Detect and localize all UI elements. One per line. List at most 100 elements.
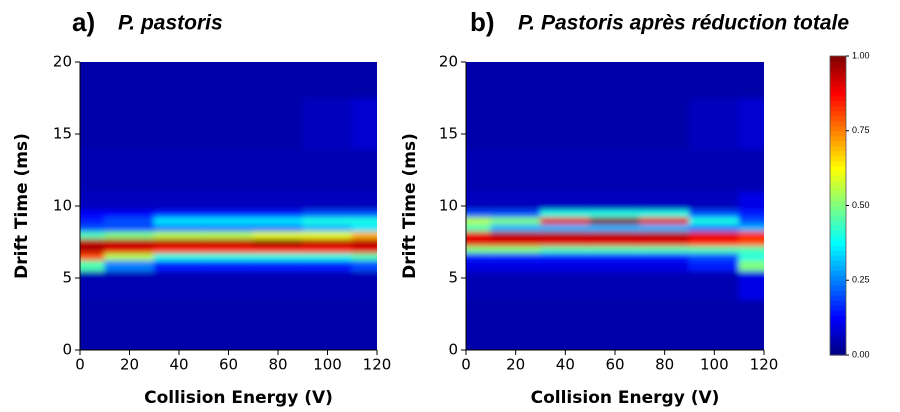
heatmap-cell bbox=[203, 299, 254, 350]
heatmap-cell bbox=[540, 191, 591, 211]
colorbar-segment bbox=[830, 300, 846, 306]
colorbar-segment bbox=[830, 295, 846, 301]
heatmap-cell bbox=[589, 147, 641, 193]
heatmap-cell bbox=[490, 230, 541, 239]
colorbar-segment bbox=[830, 80, 846, 87]
heatmap-cell bbox=[80, 299, 106, 350]
y-tick-label: 5 bbox=[62, 269, 72, 287]
heatmap-cell bbox=[689, 230, 740, 239]
heatmap-cell bbox=[203, 62, 254, 99]
colorbar-segment bbox=[830, 170, 846, 177]
colorbar-segment bbox=[830, 250, 846, 256]
heatmap-cell bbox=[639, 252, 690, 261]
heatmap-cell bbox=[540, 237, 591, 247]
heatmap-cell bbox=[639, 237, 690, 247]
heatmap-cell bbox=[252, 223, 304, 232]
heatmap-cell bbox=[80, 147, 106, 193]
heatmap-cell bbox=[689, 237, 740, 247]
heatmap-cell bbox=[738, 270, 764, 301]
heatmap-cell bbox=[466, 191, 492, 211]
heatmap-cell bbox=[540, 270, 591, 301]
heatmap-cell bbox=[540, 299, 591, 350]
heatmap-cell bbox=[153, 270, 205, 301]
heatmap-cell bbox=[80, 97, 106, 149]
heatmap-cell bbox=[252, 237, 304, 247]
x-tick-label: 40 bbox=[169, 356, 188, 374]
heatmap-cell bbox=[490, 191, 541, 211]
heatmap-cell bbox=[104, 62, 155, 99]
heatmap-cell bbox=[466, 223, 492, 232]
heatmap-cell bbox=[490, 259, 541, 272]
heatmap-cell bbox=[639, 245, 690, 254]
colorbar-segment bbox=[830, 205, 846, 212]
heatmap-cell bbox=[639, 191, 690, 211]
heatmap-cell bbox=[153, 223, 205, 232]
colorbar-segment bbox=[830, 125, 846, 132]
heatmap-cell bbox=[689, 259, 740, 272]
heatmap-cell bbox=[351, 223, 377, 232]
heatmap-cell bbox=[639, 147, 690, 193]
heatmap-cell bbox=[153, 245, 205, 254]
heatmap-cell bbox=[80, 223, 106, 232]
heatmap-cell bbox=[589, 252, 641, 261]
heatmap-cell bbox=[153, 252, 205, 261]
heatmap-cell bbox=[639, 216, 690, 225]
heatmap-cell bbox=[153, 191, 205, 211]
heatmap-cell bbox=[490, 62, 541, 99]
colorbar-segment bbox=[830, 155, 846, 162]
heatmap-cell bbox=[302, 97, 353, 149]
colorbar-segment bbox=[830, 220, 846, 227]
heatmap-cell bbox=[466, 62, 492, 99]
colorbar-segment bbox=[830, 310, 846, 316]
heatmap-cell bbox=[80, 62, 106, 99]
colorbar-segment bbox=[830, 345, 846, 351]
heatmap-cell bbox=[104, 147, 155, 193]
heatmap-cell bbox=[540, 147, 591, 193]
x-tick-label: 20 bbox=[506, 356, 525, 374]
heatmap-cell bbox=[466, 216, 492, 225]
heatmap-cell bbox=[589, 259, 641, 272]
heatmap-cell bbox=[490, 270, 541, 301]
colorbar-segment bbox=[830, 85, 846, 92]
heatmap-cell bbox=[80, 191, 106, 211]
heatmap-cell bbox=[639, 223, 690, 232]
heatmap-cell bbox=[639, 259, 690, 272]
heatmap-cell bbox=[153, 97, 205, 149]
heatmap-cell bbox=[104, 245, 155, 254]
heatmap-cell bbox=[203, 191, 254, 211]
colorbar-segment bbox=[830, 215, 846, 222]
heatmap-cell bbox=[104, 97, 155, 149]
heatmap-cell bbox=[153, 147, 205, 193]
heatmap bbox=[466, 62, 764, 350]
x-tick-label: 80 bbox=[268, 356, 287, 374]
heatmap-cell bbox=[351, 97, 377, 149]
heatmap-cell bbox=[80, 259, 106, 272]
heatmap-cell bbox=[302, 62, 353, 99]
heatmap-cell bbox=[80, 216, 106, 225]
x-tick-label: 0 bbox=[461, 356, 471, 374]
colorbar-tick-label: 0.75 bbox=[852, 125, 870, 135]
colorbar-segment bbox=[830, 185, 846, 192]
heatmap-cell bbox=[203, 259, 254, 272]
heatmap-cell bbox=[589, 62, 641, 99]
heatmap-cell bbox=[351, 191, 377, 211]
heatmap-cell bbox=[490, 237, 541, 247]
colorbar-segment bbox=[830, 320, 846, 326]
colorbar-segment bbox=[830, 315, 846, 321]
heatmap-cell bbox=[351, 230, 377, 239]
heatmap-cell bbox=[153, 237, 205, 247]
heatmap-cell bbox=[466, 237, 492, 247]
heatmap-cell bbox=[738, 259, 764, 272]
heatmap-cell bbox=[153, 216, 205, 225]
heatmap-cell bbox=[252, 245, 304, 254]
heatmap-cell bbox=[351, 270, 377, 301]
heatmap-cell bbox=[153, 209, 205, 218]
heatmap-cell bbox=[302, 252, 353, 261]
heatmap-cell bbox=[466, 97, 492, 149]
heatmap-cell bbox=[351, 245, 377, 254]
heatmap-cell bbox=[351, 252, 377, 261]
heatmap-cells bbox=[466, 62, 764, 350]
heatmap-cell bbox=[104, 252, 155, 261]
heatmap-cell bbox=[738, 299, 764, 350]
colorbar-segment bbox=[830, 325, 846, 331]
